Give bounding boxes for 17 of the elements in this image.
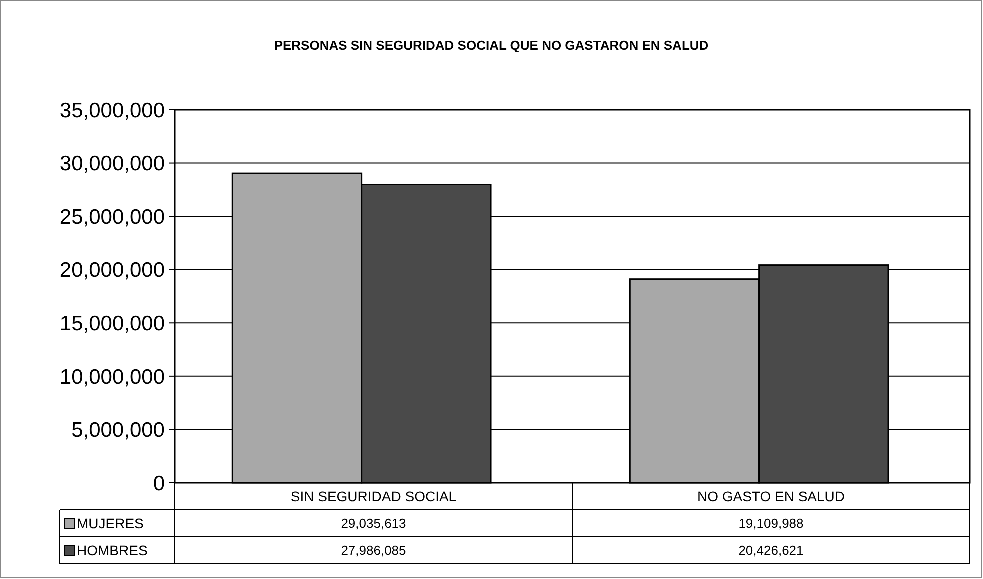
legend-label: MUJERES — [77, 515, 144, 532]
y-tick-label: 35,000,000 — [60, 99, 165, 122]
data-label: 20,426,621 — [738, 543, 804, 558]
y-tick-label: 10,000,000 — [60, 366, 165, 389]
x-tick-label: SIN SEGURIDAD SOCIAL — [290, 488, 457, 504]
y-tick-label: 5,000,000 — [72, 419, 165, 442]
y-tick-label: 0 — [153, 472, 165, 496]
data-label: 27,986,085 — [341, 543, 406, 558]
y-tick-label: 20,000,000 — [60, 259, 165, 282]
x-tick-label: NO GASTO EN SALUD — [697, 488, 846, 504]
data-label: 29,035,613 — [341, 516, 406, 532]
y-tick-label: 25,000,000 — [60, 206, 165, 229]
legend-label: HOMBRES — [77, 542, 148, 558]
chart-title: PERSONAS SIN SEGURIDAD SOCIAL QUE NO GASTARON EN SALUD — [274, 38, 709, 53]
y-tick-label: 15,000,000 — [60, 312, 165, 336]
y-tick-label: 30,000,000 — [60, 152, 165, 176]
data-label: 19,109,988 — [738, 516, 804, 532]
